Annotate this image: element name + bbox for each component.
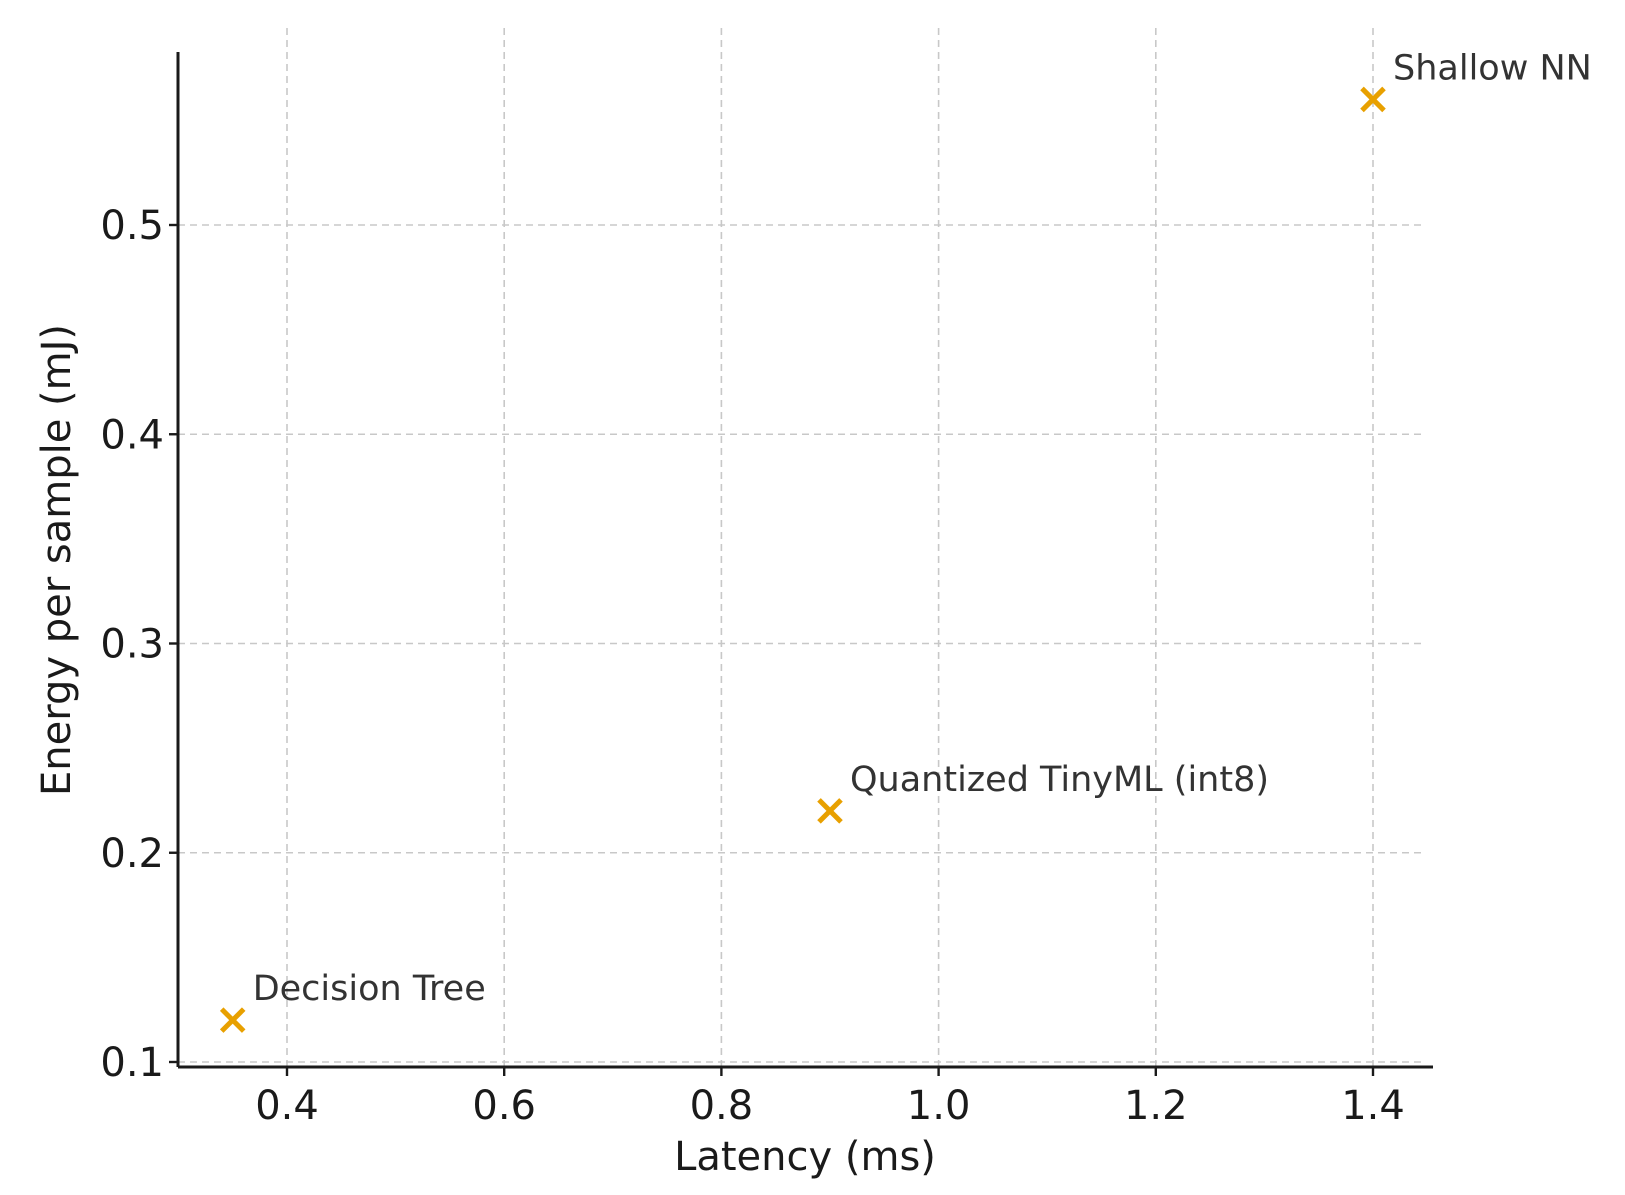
ticks: 0.4 0.6 0.8 1.0 1.2 1.4 0.1 0.2 0.3 0.4 0.5: [100, 203, 1404, 1129]
x-tick-label: 0.4: [255, 1083, 319, 1129]
data-point-label: Decision Tree: [253, 969, 486, 1009]
data-points: Decision Tree Quantized TinyML (int8) Shal…: [219, 48, 1592, 1033]
x-axis-label: Latency (ms): [674, 1134, 936, 1180]
data-point-label: Quantized TinyML (int8): [850, 760, 1269, 800]
grid: [178, 28, 1425, 1067]
y-tick-label: 0.1: [100, 1040, 164, 1086]
marker-stroke: [219, 1007, 246, 1033]
data-point-marker: [1360, 86, 1386, 113]
marker-stroke: [1360, 86, 1386, 113]
x-tick-label: 0.6: [472, 1083, 536, 1129]
x-tick-label: 0.8: [690, 1083, 754, 1129]
data-point-label: Shallow NN: [1393, 48, 1592, 88]
data-point-marker: [817, 798, 843, 824]
y-axis-label: Energy per sample (mJ): [34, 324, 80, 796]
axes: [176, 52, 1433, 1069]
x-tick-label: 1.4: [1341, 1083, 1405, 1129]
y-tick-label: 0.4: [100, 412, 164, 458]
marker-stroke: [817, 798, 843, 824]
x-tick-label: 1.0: [907, 1083, 971, 1129]
data-point-marker: [219, 1007, 246, 1033]
y-tick-label: 0.3: [100, 622, 164, 668]
y-tick-label: 0.2: [100, 831, 164, 877]
x-tick-label: 1.2: [1124, 1083, 1188, 1129]
y-tick-label: 0.5: [100, 203, 164, 249]
